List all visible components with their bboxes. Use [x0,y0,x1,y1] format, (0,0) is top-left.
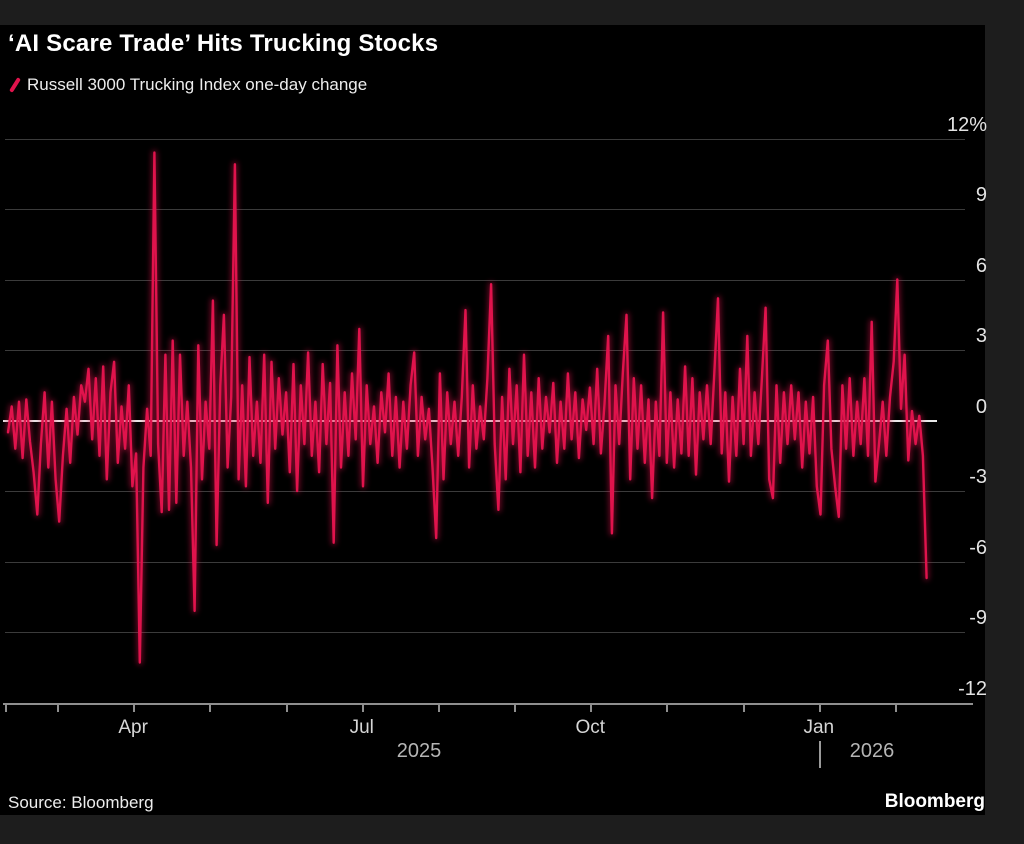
y-tick-label: -9 [969,607,987,629]
gridline [5,491,965,492]
x-tick [133,705,136,712]
x-tick [209,705,212,712]
x-tick [894,705,897,712]
bloomberg-logo: Bloomberg [884,791,985,812]
x-tick [285,705,288,712]
y-tick-label: 12% [946,113,987,136]
year-label-2025: 2025 [396,740,442,762]
month-label: Oct [575,717,606,738]
zero-baseline [3,419,937,422]
year-divider [818,741,821,768]
y-tick-label: 9 [975,184,987,206]
month-label: Jan [803,717,835,738]
x-tick [5,705,7,712]
x-tick [666,705,669,712]
series-line [6,151,928,664]
legend: Russell 3000 Trucking Index one-day chan… [8,74,367,96]
x-tick [437,705,440,712]
x-tick [57,705,59,712]
chart-title: ‘AI Scare Trade’ Hits Trucking Stocks [8,30,439,57]
month-label: Jul [349,717,374,738]
gridline [5,279,965,281]
x-axis-line [3,703,973,705]
gridline [5,561,965,563]
gridline [5,350,965,351]
x-tick [590,705,593,712]
y-tick-label: -3 [969,466,987,488]
x-tick [742,705,745,712]
legend-label: Russell 3000 Trucking Index one-day chan… [27,75,368,94]
chart-card: ‘AI Scare Trade’ Hits Trucking Stocks Ru… [0,25,987,815]
gridline [5,632,965,633]
source-note: Source: Bloomberg [8,793,154,812]
gridline [5,209,965,210]
x-tick [818,705,821,712]
x-tick [514,705,517,712]
gridline [5,138,965,140]
y-tick-label: 3 [975,325,987,347]
x-tick [361,705,364,712]
year-label-2026: 2026 [849,740,895,762]
y-tick-label: 6 [975,254,987,277]
y-tick-label: 0 [975,395,987,418]
y-tick-label: -12 [958,677,987,700]
series-line [5,150,930,665]
plot-area: 12% 9 6 3 0 -3 -6 -9 -12 Apr Jul Oct Jan 2025 2026 [0,25,987,815]
y-tick-label: -6 [969,536,987,559]
month-label: Apr [118,717,148,738]
